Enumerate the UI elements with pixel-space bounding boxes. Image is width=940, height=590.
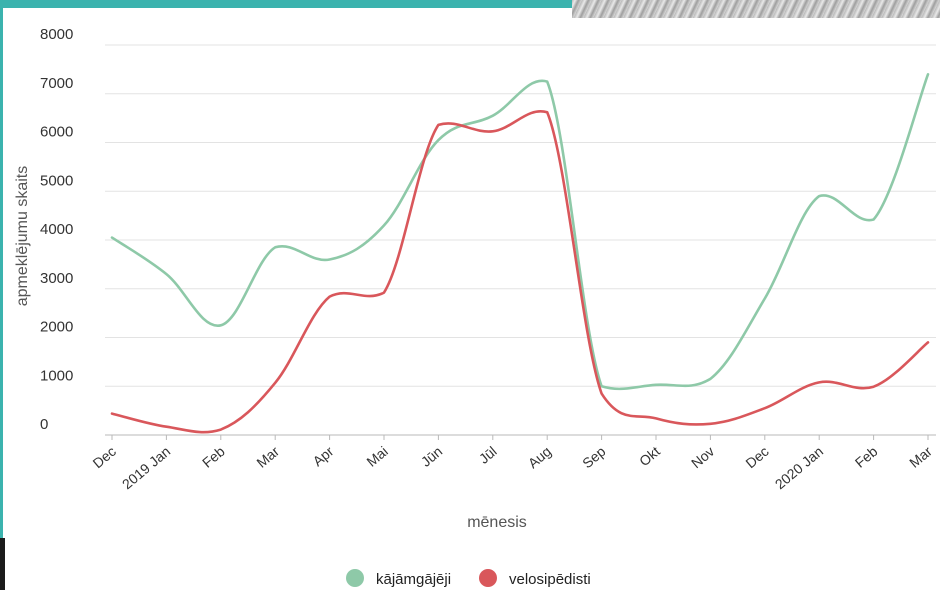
y-tick-label: 2000 bbox=[40, 319, 73, 336]
x-tick-label: Mar bbox=[253, 443, 282, 471]
x-tick-label: Feb bbox=[852, 443, 881, 471]
x-tick-label: 2019 Jan bbox=[119, 443, 173, 492]
y-tick-label: 8000 bbox=[40, 26, 73, 43]
x-tick-labels: Dec 2019 Jan Feb Mar Apr Mai Jūn Jūl Aug Sep Okt No… bbox=[90, 435, 935, 492]
top-accent-band bbox=[0, 0, 580, 8]
x-tick-label: Mai bbox=[363, 443, 391, 470]
gridlines bbox=[105, 44, 936, 436]
x-tick-label: Sep bbox=[579, 443, 609, 471]
x-tick-label: Feb bbox=[199, 443, 228, 471]
legend-label-velosipedisti: velosipēdisti bbox=[509, 571, 591, 588]
x-tick-label: Mar bbox=[906, 443, 935, 471]
y-axis-label: apmeklējumu skaits bbox=[14, 166, 31, 307]
y-tick-label: 4000 bbox=[40, 221, 73, 238]
legend-label-kajamgajeji: kājāmgājēji bbox=[376, 571, 451, 588]
x-tick-label: Jūl bbox=[476, 443, 500, 467]
x-tick-label: Jūn bbox=[418, 443, 446, 470]
y-tick-label: 5000 bbox=[40, 172, 73, 189]
top-photo-strip bbox=[572, 0, 940, 18]
x-tick-label: Nov bbox=[688, 443, 717, 471]
legend: kājāmgājēji velosipēdisti bbox=[346, 569, 591, 588]
x-axis-label: mēnesis bbox=[467, 514, 527, 531]
y-tick-label: 7000 bbox=[40, 75, 73, 92]
x-tick-label: Aug bbox=[525, 443, 554, 471]
series-line-1 bbox=[110, 110, 930, 434]
left-accent-rule bbox=[0, 0, 3, 538]
series-line-0 bbox=[110, 73, 930, 391]
legend-marker-velosipedisti bbox=[479, 569, 497, 587]
left-dark-edge bbox=[0, 538, 5, 590]
y-tick-label: 3000 bbox=[40, 270, 73, 287]
x-tick-label: Dec bbox=[742, 443, 771, 471]
x-tick-label: Okt bbox=[636, 443, 663, 469]
y-tick-label: 1000 bbox=[40, 367, 73, 384]
y-tick-label: 6000 bbox=[40, 124, 73, 141]
y-tick-labels: 0 1000 2000 3000 4000 5000 6000 7000 8000 bbox=[40, 26, 73, 433]
series-lines bbox=[110, 73, 930, 434]
x-tick-label: Dec bbox=[90, 443, 119, 471]
y-tick-label: 0 bbox=[40, 416, 48, 433]
x-tick-label: 2020 Jan bbox=[772, 443, 826, 492]
x-tick-label: Apr bbox=[310, 443, 337, 469]
legend-marker-kajamgajeji bbox=[346, 569, 364, 587]
